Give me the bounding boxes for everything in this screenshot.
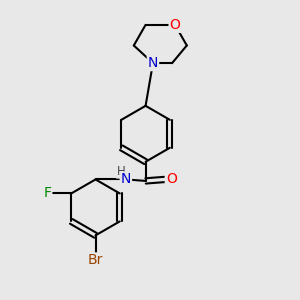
Text: O: O xyxy=(166,172,177,186)
Text: F: F xyxy=(43,186,51,200)
Text: Br: Br xyxy=(88,254,103,267)
Text: H: H xyxy=(117,165,125,178)
Text: N: N xyxy=(121,172,131,186)
Text: O: O xyxy=(169,18,181,32)
Text: N: N xyxy=(148,56,158,70)
